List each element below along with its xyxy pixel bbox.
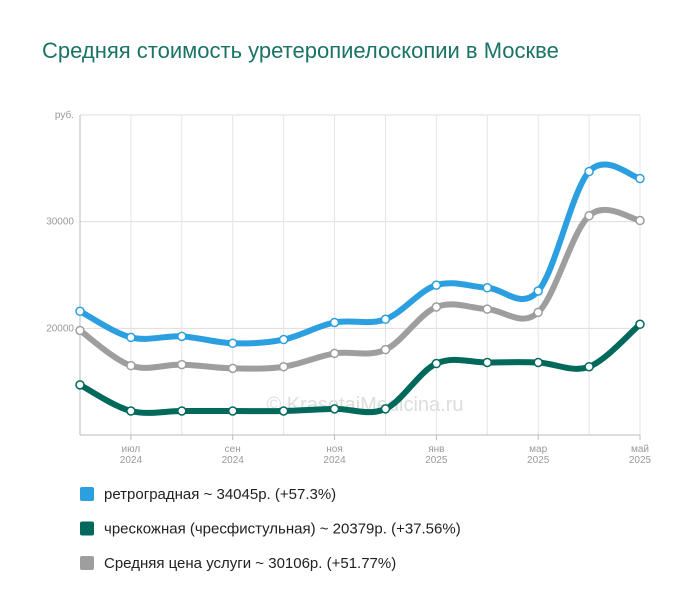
point <box>177 359 187 370</box>
x-tick-label-line: 2025 <box>629 455 652 466</box>
series-line <box>77 206 643 372</box>
point <box>227 338 238 349</box>
point <box>635 173 645 184</box>
chart-title: Средняя стоимость уретеропиелоскопии в М… <box>42 38 559 63</box>
point <box>380 314 391 325</box>
point <box>482 283 493 293</box>
x-tick-label: сен 2024 <box>222 444 245 466</box>
point <box>75 325 85 336</box>
point <box>482 304 493 314</box>
x-tick-label-line: июл <box>122 444 141 455</box>
legend-swatch <box>80 521 94 536</box>
point <box>431 280 442 290</box>
x-tick-label: июл 2024 <box>120 444 143 466</box>
point <box>177 331 187 342</box>
point <box>75 380 85 390</box>
point <box>533 307 543 318</box>
point <box>533 286 543 296</box>
x-tick-label-line: 2025 <box>527 455 550 466</box>
point <box>227 406 238 416</box>
x-tick-label-line: 2024 <box>222 455 245 466</box>
point <box>584 361 594 372</box>
point <box>126 332 136 343</box>
point <box>329 404 340 414</box>
legend-label: Средняя цена услуги ~ 30106р. (+51.77%) <box>104 555 396 572</box>
point <box>635 319 645 330</box>
x-tick-label-line: мар <box>529 444 547 455</box>
y-tick-label: 30000 <box>46 217 74 228</box>
y-tick-label: 20000 <box>46 323 74 334</box>
point <box>533 357 543 368</box>
point <box>380 344 391 355</box>
point <box>635 215 645 226</box>
series-line <box>77 161 643 347</box>
legend-swatch <box>80 487 94 501</box>
x-tick-label-line: 2025 <box>425 455 448 466</box>
x-tick-label-line: сен <box>225 444 241 455</box>
point <box>329 317 340 328</box>
x-tick-label-line: ноя <box>326 444 343 455</box>
legend-label: чрескожная (чресфистульная) ~ 20379р. (+… <box>104 521 461 538</box>
x-tick-label-line: 2024 <box>323 455 346 466</box>
point <box>75 306 85 317</box>
x-tick-label: ноя 2024 <box>323 444 346 466</box>
y-unit: руб. <box>55 109 74 121</box>
x-tick-label: мар 2025 <box>527 444 550 466</box>
point <box>584 211 594 221</box>
x-tick-label: май 2025 <box>629 444 652 466</box>
point <box>431 302 442 312</box>
x-tick-label-line: янв <box>428 444 444 455</box>
x-tick-label: янв 2025 <box>425 444 448 466</box>
point <box>278 334 289 345</box>
point <box>431 358 442 369</box>
point <box>329 348 340 359</box>
x-tick-label-line: май <box>631 444 649 455</box>
point <box>177 406 187 416</box>
point <box>227 363 238 374</box>
x-tick-label-line: 2024 <box>120 455 143 466</box>
point <box>380 404 391 414</box>
point <box>126 360 136 371</box>
point <box>126 406 136 416</box>
point <box>482 357 493 368</box>
point <box>278 361 289 372</box>
point <box>278 406 289 416</box>
point <box>584 166 594 177</box>
legend-label: ретроградная ~ 34045р. (+57.3%) <box>104 486 336 503</box>
legend-swatch <box>80 556 94 570</box>
